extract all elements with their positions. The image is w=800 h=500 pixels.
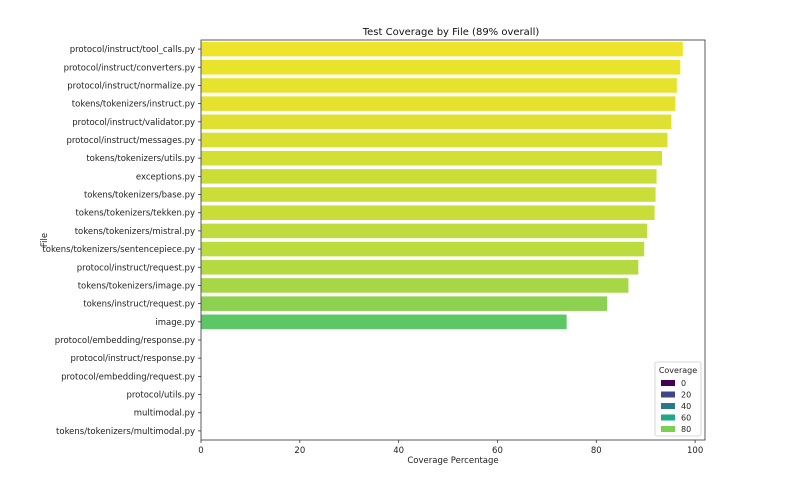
bar [201,314,567,330]
y-tick-label: tokens/tokenizers/image.py [78,281,195,291]
bar [201,241,645,257]
x-tick-label: 40 [393,446,404,456]
bar [201,78,677,93]
legend-swatch [661,403,675,409]
y-tick-label: tokens/tokenizers/mistral.py [75,227,195,237]
x-tick-label: 60 [492,446,503,456]
y-tick-label: protocol/embedding/response.py [55,336,195,346]
bars-layer [201,41,683,330]
legend-label: 0 [681,379,686,388]
bar [201,150,663,166]
y-tick-label: exceptions.py [136,172,195,182]
legend-swatch [661,380,675,386]
bar [201,132,668,148]
legend-swatch [661,414,675,421]
y-tick-label: multimodal.py [134,409,195,419]
y-tick-label: tokens/tokenizers/base.py [84,191,195,201]
legend-label: 20 [681,391,691,400]
x-tick-label: 20 [294,446,305,456]
bar [201,41,683,57]
x-tick-label: 0 [198,446,203,456]
y-tick-label: tokens/tokenizers/sentencepiece.py [42,245,195,255]
y-tick-label: protocol/instruct/converters.py [64,63,195,73]
y-tick-label: protocol/instruct/normalize.py [67,81,195,91]
bar [201,260,639,275]
y-tick-label: protocol/instruct/messages.py [66,136,195,146]
y-tick-label: protocol/utils.py [126,391,195,401]
y-tick-label: tokens/tokenizers/instruct.py [72,100,195,110]
bar [201,223,648,239]
bar [201,296,608,311]
plot-frame [200,39,706,441]
legend: Coverage 0 20 40 60 80 [654,361,702,437]
legend-swatch [661,426,675,432]
legend-swatch [661,391,675,398]
bar [201,169,657,184]
x-tick-label: 80 [591,446,602,456]
x-axis-ticks: 0 20 40 60 80 100 [198,440,703,456]
legend-label: 40 [681,402,691,411]
y-tick-label: protocol/instruct/tool_calls.py [70,45,195,55]
y-tick-label: protocol/instruct/validator.py [72,118,195,128]
bar [201,114,672,130]
x-tick-label: 100 [687,446,703,456]
y-tick-label: protocol/embedding/request.py [61,372,195,382]
chart-title: Test Coverage by File (89% overall) [362,27,540,38]
bar [201,60,681,75]
legend-label: 60 [681,414,691,423]
bar [201,187,656,202]
y-tick-label: tokens/tokenizers/multimodal.py [56,427,195,437]
y-tick-labels: protocol/instruct/tool_calls.py protocol/… [42,45,201,437]
y-tick-label: protocol/instruct/response.py [70,354,195,364]
y-tick-label: protocol/instruct/request.py [77,263,195,273]
x-axis-title: Coverage Percentage [407,456,498,466]
y-tick-label: tokens/tokenizers/utils.py [86,154,195,164]
y-axis-title: File [40,233,50,247]
bar [201,96,676,111]
y-tick-label: image.py [155,318,195,328]
y-tick-label: tokens/instruct/request.py [83,300,195,310]
y-tick-label: tokens/tokenizers/tekken.py [75,209,195,219]
legend-title: Coverage [659,366,697,375]
legend-label: 80 [681,425,691,434]
bar [201,205,655,220]
bar [201,278,629,293]
